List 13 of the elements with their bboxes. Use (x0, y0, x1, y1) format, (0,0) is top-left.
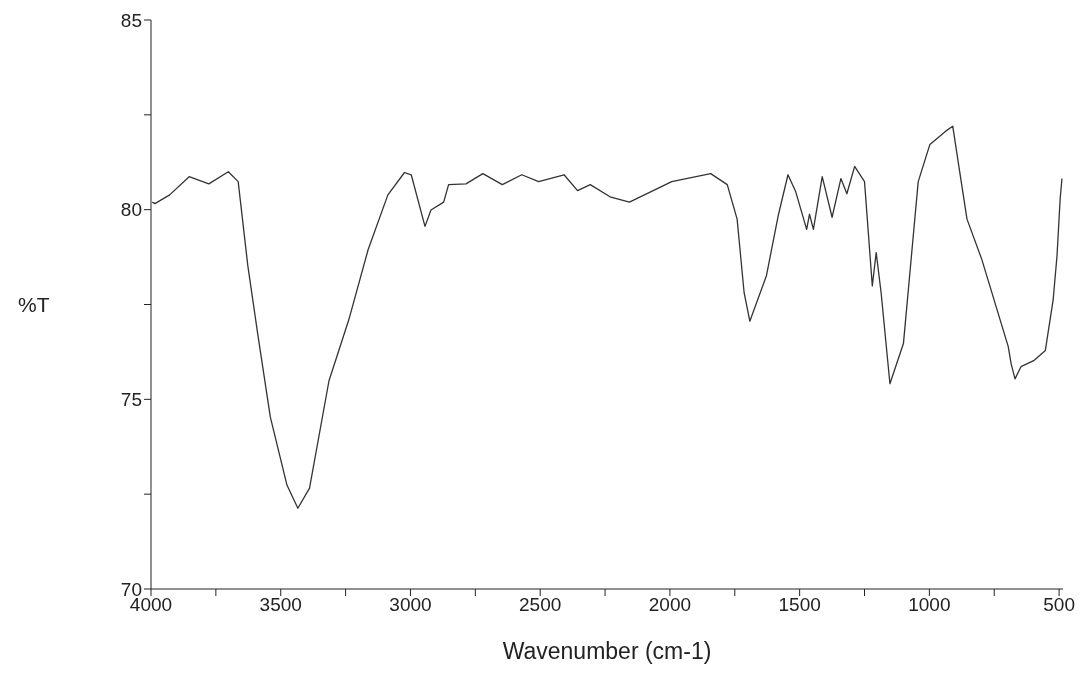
y-tick-label: 85 (120, 9, 142, 31)
x-tick-label: 1000 (908, 594, 951, 616)
x-tick-label: 2000 (648, 594, 692, 616)
y-tick-label: 80 (120, 199, 142, 221)
x-tick-label: 3500 (259, 594, 302, 616)
x-axis-title: Wavenumber (cm-1) (502, 638, 712, 664)
y-tick-label: 75 (120, 389, 142, 411)
y-axis-title: %T (18, 292, 50, 316)
line-series (151, 125, 1063, 509)
x-tick-label: 500 (1043, 594, 1075, 616)
x-tick-label: 3000 (389, 594, 432, 616)
x-tick-label: 2500 (519, 594, 562, 616)
x-tick-label: 1500 (778, 594, 821, 616)
